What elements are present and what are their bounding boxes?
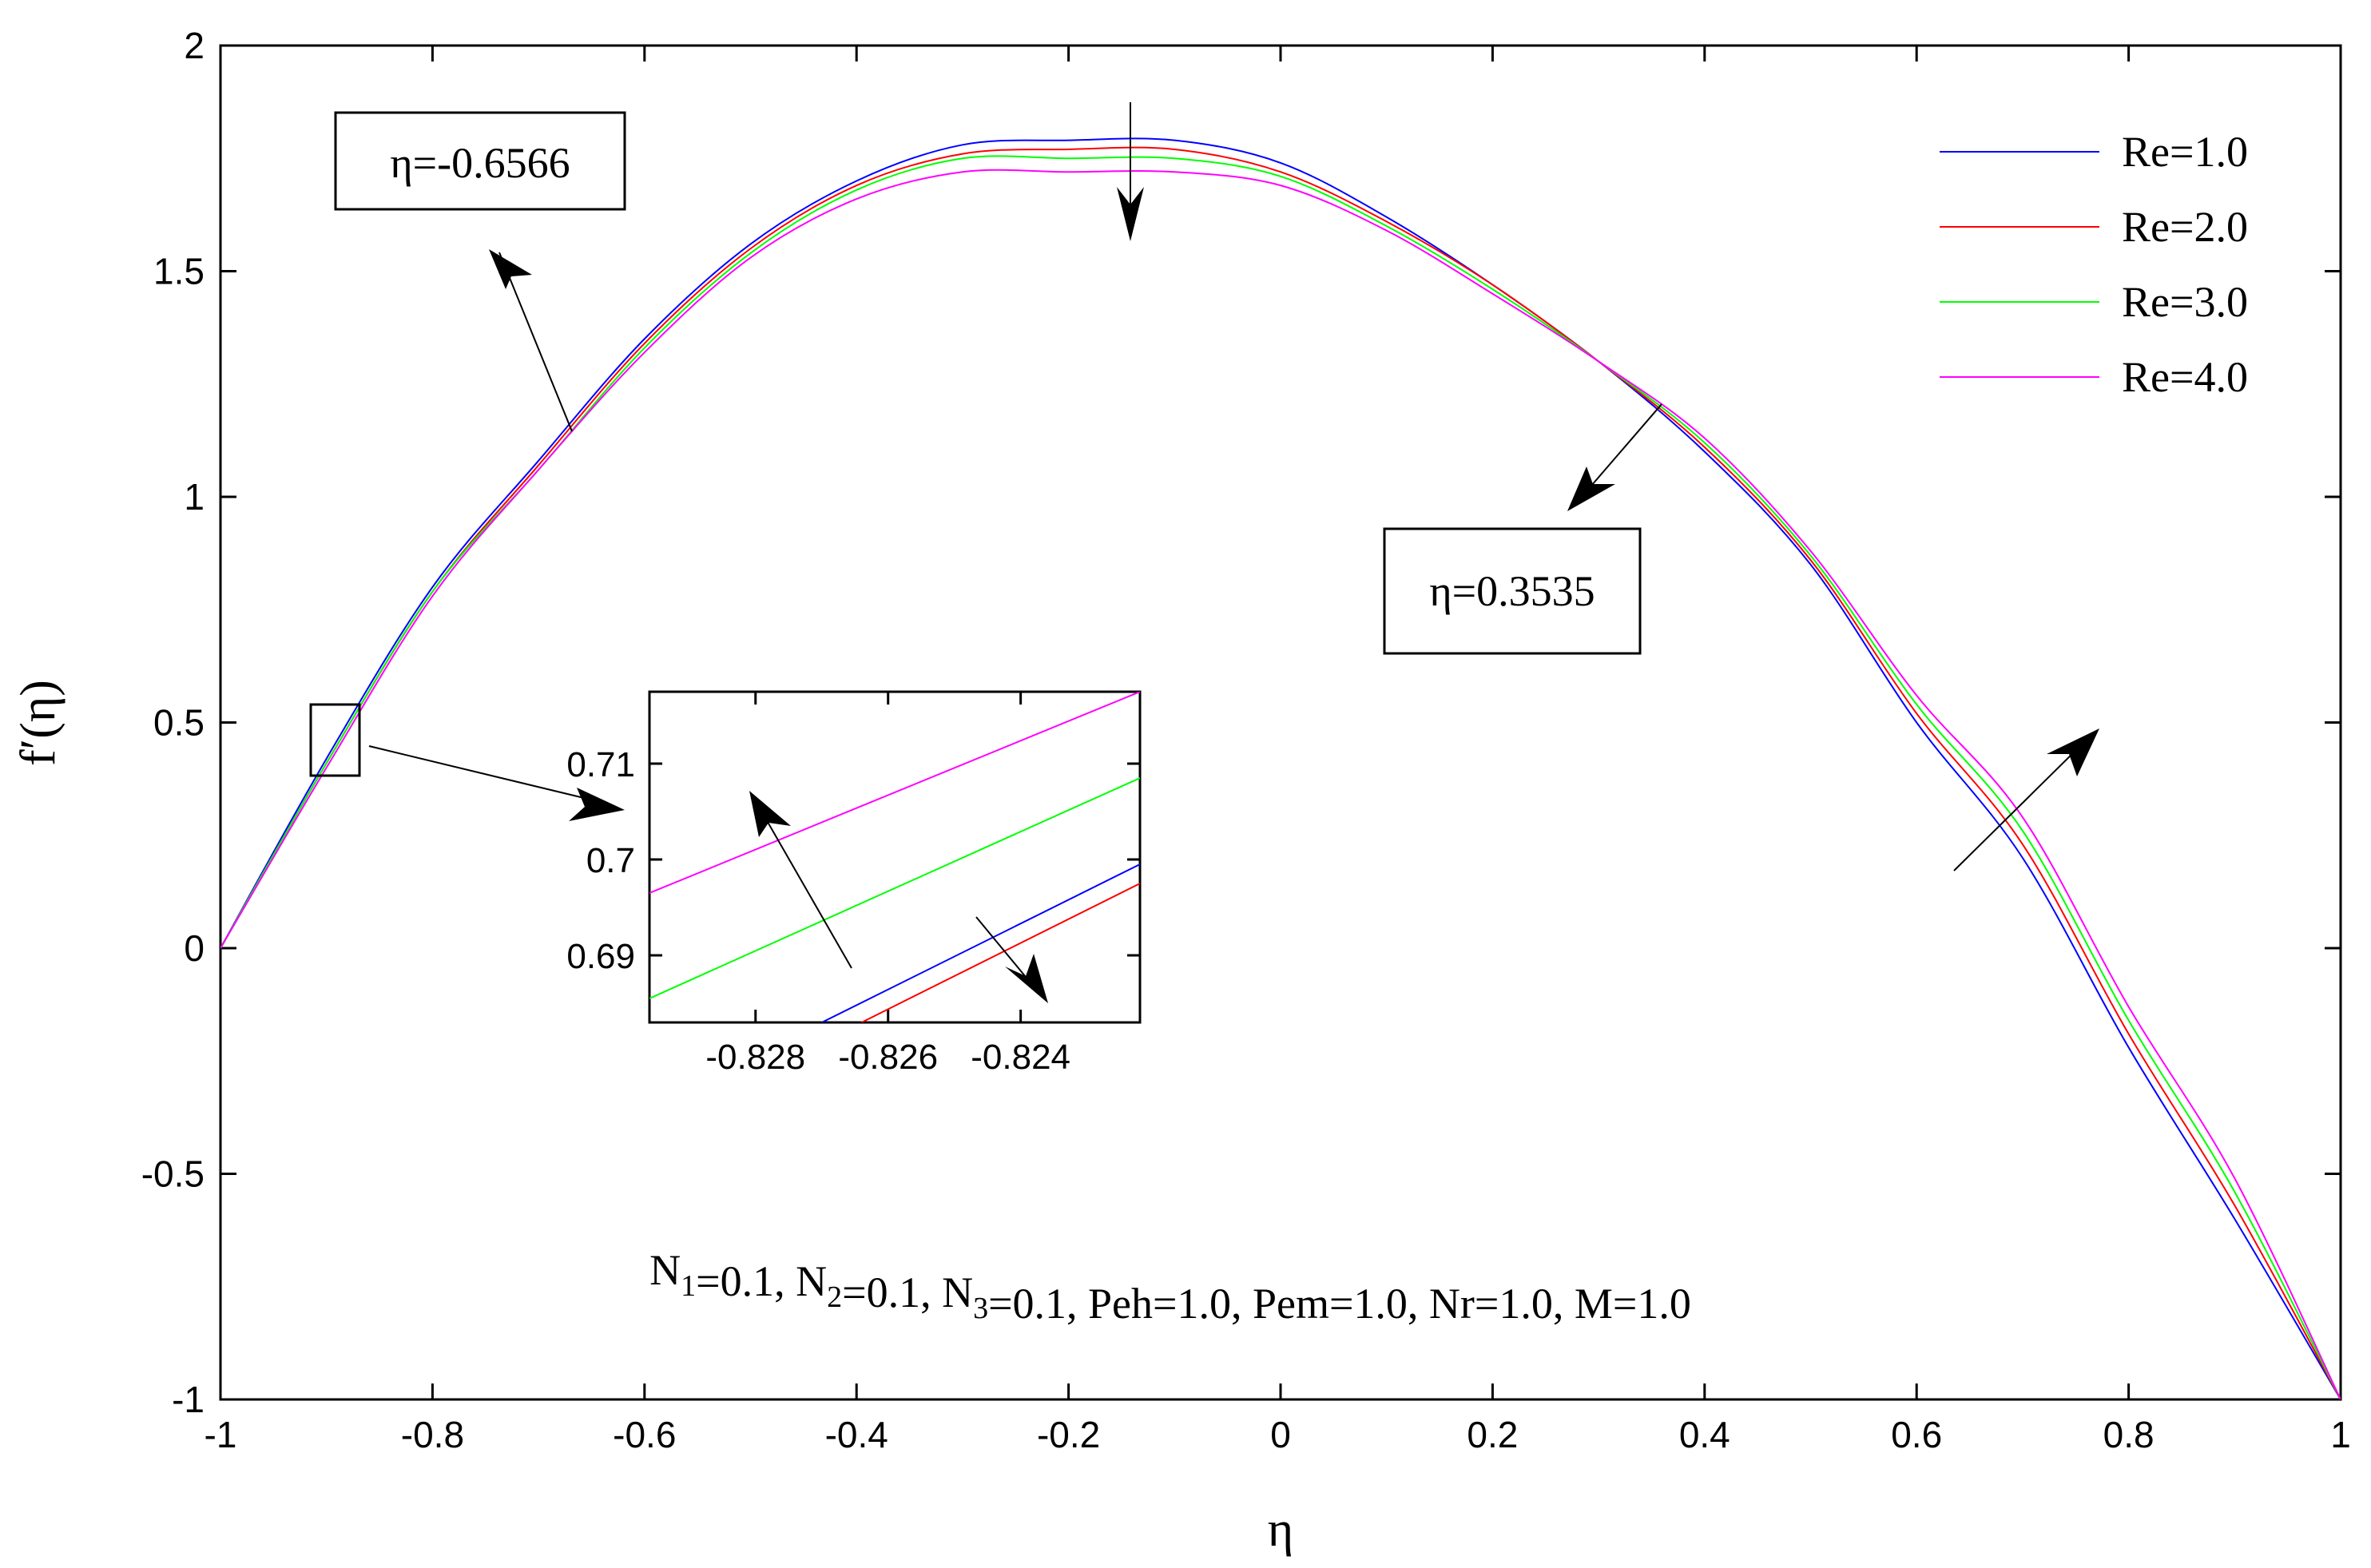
inset-series-line-3 bbox=[649, 777, 1140, 999]
y-tick-label: -0.5 bbox=[141, 1153, 205, 1195]
x-tick-label: 0.8 bbox=[2103, 1414, 2155, 1455]
x-tick-label: -0.4 bbox=[825, 1414, 888, 1455]
zoom-connector-arrowhead bbox=[569, 788, 625, 821]
parameter-text-segment: =0.1, Peh=1.0, Pem=1.0, Nr=1.0, M=1.0 bbox=[988, 1280, 1691, 1328]
annotation-text-left: η=-0.6566 bbox=[390, 139, 570, 187]
inset-series-layer bbox=[649, 692, 1140, 1022]
y-tick-label: 1.5 bbox=[153, 251, 205, 292]
parameter-text-segment: N bbox=[649, 1246, 681, 1294]
trend-arrowhead-right bbox=[2047, 728, 2099, 776]
legend: Re=1.0 Re=2.0 Re=3.0 Re=4.0 bbox=[1940, 128, 2248, 401]
x-tick-label: 1 bbox=[2330, 1414, 2351, 1455]
y-axis-label: f′(η) bbox=[11, 680, 66, 766]
inset-y-tick-label: 0.71 bbox=[566, 745, 635, 784]
parameter-subscript: 3 bbox=[973, 1292, 988, 1325]
y-tick-label: 2 bbox=[184, 25, 205, 66]
annotation-text-right: η=0.3535 bbox=[1429, 567, 1595, 615]
parameter-subscript: 2 bbox=[827, 1280, 842, 1314]
series-layer bbox=[220, 137, 2341, 1399]
x-tick-label: 0.4 bbox=[1679, 1414, 1730, 1455]
inset-series-line-1 bbox=[821, 863, 1140, 1022]
parameter-text-segment: =0.1, N bbox=[696, 1257, 827, 1305]
inset-x-tick-label: -0.824 bbox=[971, 1038, 1070, 1077]
inset-ticks: -0.828 -0.826 -0.824 0.69 0.7 0.71 bbox=[566, 692, 1140, 1077]
annotation-arrow-right bbox=[1581, 403, 1662, 498]
inset-y-tick-label: 0.69 bbox=[566, 937, 635, 976]
inset-arrowhead-up bbox=[749, 791, 791, 837]
inset-series-line-2 bbox=[861, 883, 1140, 1022]
zoom-marker-box bbox=[309, 703, 361, 777]
series-line-4 bbox=[220, 169, 2341, 1399]
x-axis-ticks: -1 -0.8 -0.6 -0.4 -0.2 0 0.2 0.4 0.6 0.8 1 bbox=[205, 46, 2351, 1455]
x-tick-label: 0.2 bbox=[1467, 1414, 1518, 1455]
y-axis-ticks: -1 -0.5 0 0.5 1 1.5 2 bbox=[141, 25, 2341, 1420]
parameter-text-segment: =0.1, N bbox=[842, 1268, 973, 1316]
legend-label-2: Re=2.0 bbox=[2122, 203, 2248, 251]
x-tick-label: 0 bbox=[1270, 1414, 1291, 1455]
y-tick-label: 1 bbox=[184, 476, 205, 518]
parameter-subscript: 1 bbox=[681, 1269, 696, 1303]
inset-x-tick-label: -0.828 bbox=[705, 1038, 805, 1077]
x-tick-label: 0.6 bbox=[1891, 1414, 1942, 1455]
annotation-arrowhead-right bbox=[1567, 466, 1615, 511]
x-tick-label: -0.6 bbox=[613, 1414, 676, 1455]
trend-arrowhead-top bbox=[1117, 187, 1144, 241]
y-tick-label: 0 bbox=[184, 927, 205, 969]
annotation-arrowhead-left bbox=[489, 249, 532, 289]
inset-arrowhead-down bbox=[1005, 954, 1048, 1003]
inset-y-tick-label: 0.7 bbox=[586, 841, 635, 880]
parameter-text: N1=0.1, N2=0.1, N3=0.1, Peh=1.0, Pem=1.0… bbox=[649, 1246, 1691, 1328]
series-line-1 bbox=[220, 137, 2341, 1399]
x-axis-label: η bbox=[1268, 1503, 1293, 1557]
inset-frame bbox=[648, 690, 1142, 1024]
x-tick-label: -0.8 bbox=[401, 1414, 464, 1455]
y-tick-label: 0.5 bbox=[153, 702, 205, 744]
zoom-connector-arrow bbox=[368, 745, 608, 804]
annotation-box-left bbox=[334, 111, 626, 211]
plot-frame bbox=[219, 44, 2342, 1401]
x-tick-label: -0.2 bbox=[1037, 1414, 1100, 1455]
x-tick-label: -1 bbox=[205, 1414, 237, 1455]
annotation-box-right bbox=[1383, 527, 1642, 655]
legend-label-3: Re=3.0 bbox=[2122, 278, 2248, 326]
legend-label-4: Re=4.0 bbox=[2122, 353, 2248, 401]
inset-series-line-4 bbox=[649, 692, 1140, 894]
annotation-arrow-left bbox=[498, 252, 573, 432]
trend-arrow-right bbox=[1953, 740, 2086, 871]
y-tick-label: -1 bbox=[172, 1379, 205, 1420]
series-line-2 bbox=[220, 146, 2341, 1399]
inset-x-tick-label: -0.826 bbox=[838, 1038, 938, 1077]
inset-arrow-up bbox=[758, 806, 852, 969]
legend-label-1: Re=1.0 bbox=[2122, 128, 2248, 176]
